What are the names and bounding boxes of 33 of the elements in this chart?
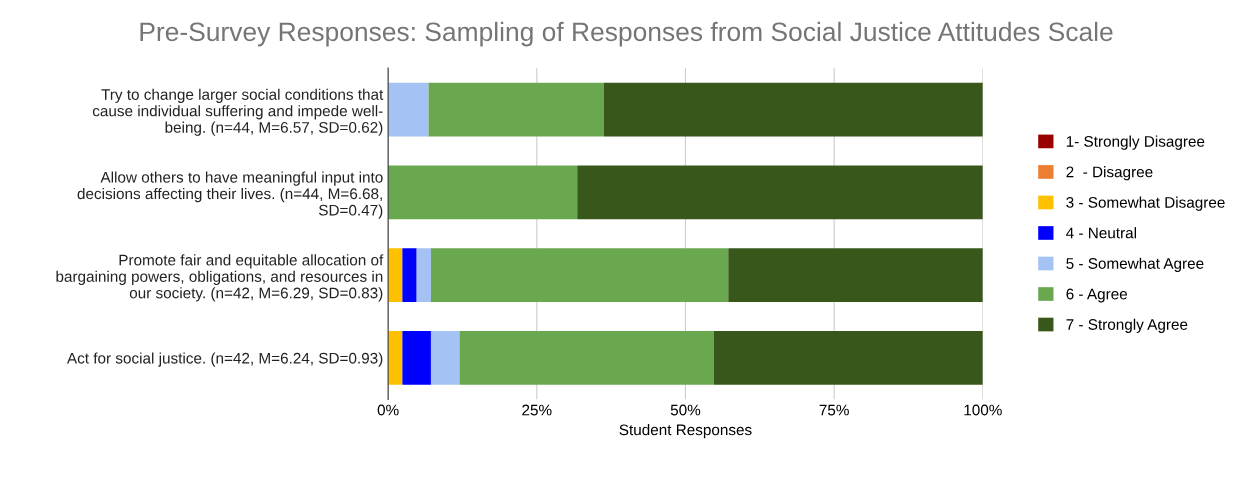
bar — [430, 248, 729, 303]
y-tick-label: Try to change larger social conditions that cause individual suffering and impede well- being. (n=44, M=6.57, SD=0.62) — [92, 88, 384, 136]
bar — [728, 248, 983, 303]
bar — [604, 82, 983, 137]
bar — [714, 331, 983, 385]
bar — [430, 331, 460, 385]
y-tick-label: Promote fair and equitable allocation of bargaining powers, obligations, and resources in our society. (n=42, M=6.29, SD=0.83) — [56, 254, 384, 302]
legend-label: 2 - Disagree — [1066, 166, 1153, 181]
x-tick-label: 0% — [377, 404, 399, 416]
bar — [388, 248, 403, 303]
legend-label: 4 - Neutral — [1066, 227, 1136, 239]
x-tick-label: 25% — [522, 404, 552, 416]
bar — [388, 82, 429, 137]
x-tick-label: 75% — [819, 404, 849, 416]
bar — [402, 331, 431, 385]
bar — [388, 331, 403, 385]
bar — [459, 331, 715, 385]
legend-label: 5 - Somewhat Agree — [1066, 257, 1204, 272]
bar — [402, 248, 417, 303]
y-tick-label: Act for social justice. (n=42, M=6.24, SD=0.93) — [66, 352, 383, 367]
x-tick-label: 50% — [670, 404, 701, 416]
bar — [416, 248, 431, 303]
x-tick-label: 100% — [964, 404, 1002, 416]
x-axis-title: Student Responses — [619, 424, 752, 439]
legend-label: 6 - Agree — [1066, 288, 1128, 303]
legend-label: 1- Strongly Disagree — [1066, 135, 1205, 150]
legend-label: 7 - Strongly Agree — [1066, 318, 1188, 333]
legend-label: 3 - Somewhat Disagree — [1066, 196, 1225, 211]
bar — [577, 165, 983, 220]
bar — [388, 165, 578, 220]
bar — [428, 82, 604, 137]
y-tick-label: Allow others to have meaningful input into decisions affecting their lives. (n=44, M=6.68, SD=0.47) — [77, 171, 383, 219]
chart-title: Pre-Survey Responses: Sampling of Responses from Social Justice Attitudes Scale — [140, 21, 1113, 47]
